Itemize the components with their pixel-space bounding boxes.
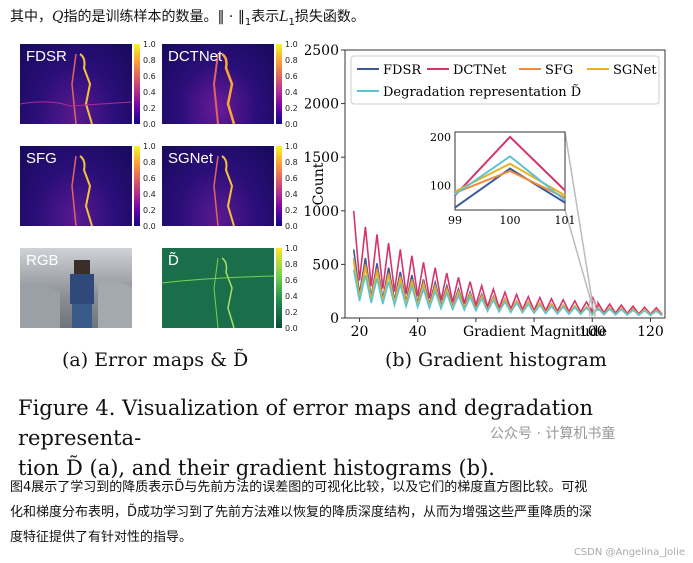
inset-connector: [564, 131, 594, 303]
paragraph-line: 度特征提供了有针对性的指导。: [10, 530, 193, 545]
colorbar-ticks: 1.0 0.8 0.6 0.4 0.2 0.0: [285, 40, 298, 129]
y-tick-label: 500: [312, 257, 339, 273]
legend-label: FDSR: [383, 63, 422, 78]
panel-label: SGNet: [168, 150, 214, 167]
colorbar: [276, 248, 282, 328]
inset-series-line: [454, 167, 566, 209]
error-map-dctnet: DCTNet: [162, 44, 274, 124]
figure-caption: Figure 4. Visualization of error maps an…: [18, 393, 688, 483]
degradation-map: D̃: [162, 248, 274, 328]
error-map-sfg: SFG: [20, 146, 132, 226]
figure-caption-line: tion D̃ (a), and their gradient histogra…: [18, 456, 495, 480]
y-tick-label: 2500: [305, 43, 339, 59]
inset-series-line: [454, 169, 566, 199]
colorbar: [276, 44, 282, 124]
y-tick-label: 2000: [305, 97, 339, 113]
x-tick-label: 100: [579, 324, 606, 340]
panel-label: FDSR: [26, 48, 67, 65]
inset-series-line: [454, 155, 566, 202]
y-tick-label: 1000: [305, 204, 339, 220]
colorbar-ticks: 1.0 0.8 0.6 0.4 0.2 0.0: [143, 40, 156, 129]
error-map-fdsr: FDSR: [20, 44, 132, 124]
series-line: [352, 210, 663, 316]
colorbar: [134, 44, 140, 124]
caption-b: (b) Gradient histogram: [385, 349, 607, 371]
body-paragraph: 图4展示了学习到的降质表示D̃与先前方法的误差图的可视化比较，以及它们的梯度直方…: [10, 475, 685, 550]
y-tick-label: 0: [330, 311, 339, 327]
paragraph-line: 化和梯度分布表明，D̃成功学习到了先前方法难以恢复的降质深度结构，从而为增强这些…: [10, 505, 593, 520]
watermark: 公众号 · 计算机书童: [490, 426, 616, 442]
inset-connector: [564, 209, 596, 317]
error-map-sgnet: SGNet: [162, 146, 274, 226]
paragraph-line: 图4展示了学习到的降质表示D̃与先前方法的误差图的可视化比较，以及它们的梯度直方…: [10, 480, 588, 495]
legend-label: Degradation representation D̃: [383, 84, 581, 100]
x-tick-label: 20: [351, 324, 369, 340]
csdn-watermark: CSDN @Angelina_Jolie: [573, 547, 685, 558]
gradient-histogram-chart: 0 500 1000 1500 2000 2500 20 40 100 120 Gradient M…: [305, 43, 666, 340]
inset-x-tick-label: 99: [448, 214, 462, 227]
inset-y-tick-label: 100: [430, 180, 451, 193]
panel-label: SFG: [26, 150, 57, 167]
colorbar-ticks: 1.0 0.8 0.6 0.4 0.2 0.0: [143, 142, 156, 231]
colorbar: [276, 146, 282, 226]
x-tick-label: 120: [637, 324, 664, 340]
figure-caption-line: Figure 4. Visualization of error maps an…: [18, 396, 594, 450]
inset-y-tick-label: 200: [430, 131, 451, 144]
legend-label: SGNet: [613, 63, 657, 78]
y-tick-label: 1500: [305, 150, 339, 166]
panel-label: RGB: [26, 252, 59, 269]
colorbar-ticks: 1.0 0.8 0.6 0.4 0.2 0.0: [285, 244, 298, 333]
legend-label: SFG: [545, 63, 573, 78]
y-axis-label: Count: [311, 162, 327, 205]
series-line: [352, 269, 663, 317]
intro-sentence: 其中，Q指的是训练样本的数量。‖ · ‖1表示L1损失函数。: [10, 9, 365, 28]
zoom-box: [588, 300, 596, 317]
colorbar: [134, 146, 140, 226]
rgb-image: RGB: [20, 248, 132, 328]
legend-label: DCTNet: [453, 63, 507, 78]
panel-label: D̃: [168, 252, 179, 269]
inset-x-tick-label: 101: [555, 214, 576, 227]
caption-a: (a) Error maps & D̃: [62, 349, 249, 371]
x-axis-label: Gradient Magnitude: [463, 324, 607, 340]
inset-x-tick-label: 100: [500, 214, 521, 227]
x-tick-label: 40: [409, 324, 427, 340]
colorbar-ticks: 1.0 0.8 0.6 0.4 0.2 0.0: [285, 142, 298, 231]
panel-label: DCTNet: [168, 48, 223, 65]
inset-series-line: [454, 135, 566, 197]
